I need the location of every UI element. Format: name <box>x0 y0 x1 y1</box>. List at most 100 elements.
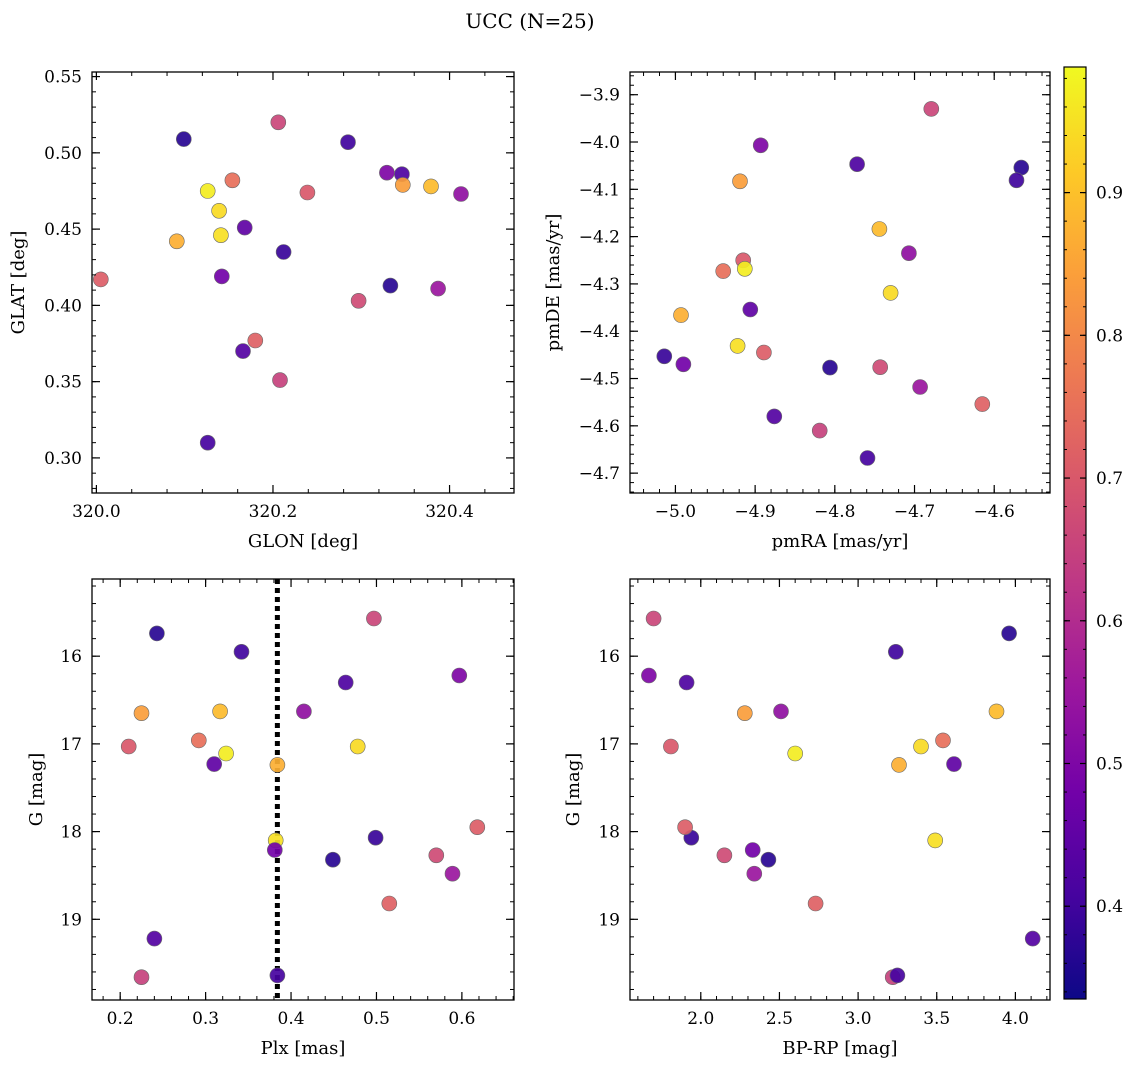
x-tick-label: 0.4 <box>278 1009 305 1029</box>
scatter-point <box>822 359 838 376</box>
y-tick-label: −4.1 <box>579 180 620 200</box>
y-tick-label: 19 <box>60 910 82 930</box>
x-axis-label: Plx [mas] <box>261 1038 346 1059</box>
y-tick-label: −4.2 <box>579 228 620 248</box>
axes-frame <box>91 578 515 1001</box>
scatter-point <box>882 285 899 301</box>
scatter-point <box>1024 930 1041 947</box>
scatter-point <box>912 379 928 395</box>
y-tick-label: 17 <box>598 735 620 755</box>
colorbar-tick-label: 0.6 <box>1096 612 1123 632</box>
colorbar-tick-label: 0.4 <box>1096 897 1123 917</box>
scatter-point <box>889 967 906 984</box>
scatter-point <box>807 895 824 912</box>
scatter-point <box>787 745 804 762</box>
scatter-point <box>673 307 689 323</box>
y-axis-label: G [mag] <box>563 753 584 826</box>
colorbar-gradient <box>1063 66 1087 1000</box>
colorbar-tick-label: 0.9 <box>1096 184 1123 204</box>
x-tick-label: −5.0 <box>655 502 696 522</box>
scatter-point <box>382 277 399 294</box>
scatter-point <box>946 756 962 772</box>
scatter-point <box>645 610 662 627</box>
scatter-point <box>677 819 693 836</box>
scatter-point <box>891 757 907 773</box>
scatter-point <box>266 842 283 858</box>
scatter-point <box>340 134 356 150</box>
y-tick-label: 16 <box>598 647 620 667</box>
panel-bprp-g: 2.0 2.5 3.0 3.5 4.0 16 17 18 19 BP-RP [mag] G [mag… <box>563 578 1051 1059</box>
scatter-point <box>299 184 316 201</box>
scatter-point <box>236 219 253 236</box>
scatter-point <box>423 178 439 195</box>
scatter-point <box>453 186 469 202</box>
scatter-point <box>744 842 761 858</box>
y-tick-label: 18 <box>60 823 82 843</box>
scatter-point <box>756 344 772 361</box>
scatter-point <box>213 227 229 243</box>
x-tick-label: 2.0 <box>687 1009 714 1029</box>
x-tick-label: 0.5 <box>363 1009 390 1029</box>
scatter-point <box>191 732 207 749</box>
scatter-point <box>752 137 769 154</box>
axes-frame <box>629 578 1051 1001</box>
scatter-point <box>218 745 234 762</box>
scatter-point <box>269 757 286 773</box>
y-tick-label: 16 <box>60 647 82 667</box>
y-tick-label: 18 <box>598 823 620 843</box>
scatter-point <box>211 203 227 219</box>
figure-title: UCC (N=25) <box>465 9 594 33</box>
scatter-point <box>716 847 733 864</box>
x-tick-label: −4.6 <box>974 502 1015 522</box>
scatter-point <box>379 164 395 181</box>
x-tick-label: 4.0 <box>1002 1009 1029 1029</box>
y-tick-label: 19 <box>598 910 620 930</box>
scatter-point <box>760 851 777 868</box>
scatter-point <box>859 450 876 466</box>
scatter-point <box>272 372 288 388</box>
scatter-point <box>169 233 185 250</box>
scatter-point <box>872 359 889 376</box>
colorbar-tick-label: 0.8 <box>1096 326 1123 346</box>
scatter-point <box>663 738 679 755</box>
scatter-point <box>235 343 251 359</box>
x-axis-label: BP-RP [mag] <box>782 1038 897 1059</box>
scatter-point <box>93 271 109 288</box>
scatter-point <box>233 643 250 660</box>
scatter-point <box>746 865 763 882</box>
scatter-point <box>337 674 354 691</box>
scatter-point <box>146 930 163 947</box>
scatter-point <box>641 667 657 684</box>
scatter-point <box>367 829 384 846</box>
scatter-point <box>366 610 382 627</box>
x-tick-label: 320.4 <box>425 502 474 522</box>
axes-frame <box>91 71 515 494</box>
scatter-point <box>887 643 904 660</box>
scatter-point <box>469 819 486 836</box>
scatter-point <box>736 705 753 722</box>
scatter-point <box>766 408 783 425</box>
y-tick-label: 0.30 <box>44 449 82 469</box>
scatter-point <box>715 263 732 279</box>
scatter-point <box>430 280 446 297</box>
scatter-point <box>269 967 286 984</box>
scatter-point <box>935 732 951 749</box>
x-axis-label: GLON [deg] <box>248 531 358 552</box>
colorbar-tick-label: 0.5 <box>1096 755 1123 775</box>
scatter-point <box>974 396 991 412</box>
y-tick-label: 0.50 <box>44 144 82 164</box>
scatter-point <box>224 172 241 189</box>
scatter-point <box>133 705 150 722</box>
y-tick-label: −4.6 <box>579 417 620 437</box>
x-tick-label: 3.5 <box>923 1009 950 1029</box>
scatter-point <box>811 422 828 439</box>
scatter-point <box>176 131 192 147</box>
panel-pmra-pmde: −5.0 −4.9 −4.8 −4.7 −4.6 −4.7 −4.6 −4.5 −4.4 −4.3… <box>543 71 1051 552</box>
panel-plx-g: 0.2 0.3 0.4 0.5 0.6 16 17 18 19 Plx [mas] G [mag] <box>26 578 515 1059</box>
x-axis-label: pmRA [mas/yr] <box>772 531 909 552</box>
scatter-point <box>901 245 917 261</box>
scatter-point <box>199 183 216 199</box>
axes-frame <box>629 71 1051 494</box>
y-tick-label: 17 <box>60 735 82 755</box>
